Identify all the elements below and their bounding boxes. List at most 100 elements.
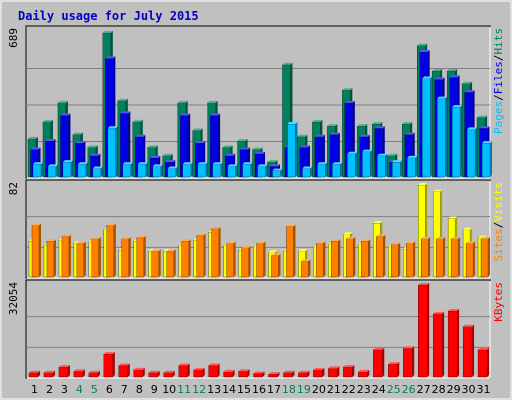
- day-label-8: 8: [136, 383, 143, 396]
- day-label-9: 9: [151, 383, 158, 396]
- bar-sites-day-7: [121, 236, 131, 278]
- bar-sites-day-3: [61, 234, 71, 278]
- bar-sites-day-25: [391, 242, 401, 278]
- bar-pages-day-21: [332, 162, 343, 178]
- bar-kbytes-day-31: [477, 347, 490, 378]
- legend-visits-sites: Sites/Visits: [492, 182, 505, 262]
- bar-kbytes-day-4: [73, 369, 85, 378]
- bar-sites-day-31: [480, 236, 491, 278]
- bar-sites-day-18: [286, 224, 296, 278]
- day-label-5: 5: [91, 383, 98, 396]
- bar-pages-day-28: [436, 96, 448, 178]
- bar-sites-day-17: [271, 253, 281, 278]
- day-label-24: 24: [372, 383, 386, 396]
- bar-sites-day-13: [211, 226, 221, 278]
- day-label-25: 25: [387, 383, 401, 396]
- bar-kbytes-day-14: [223, 369, 235, 378]
- bar-sites-day-30: [465, 241, 476, 278]
- y-max-label-kbytes: 32054: [7, 282, 20, 315]
- day-label-3: 3: [61, 383, 68, 396]
- panel-visits-sites: 82 Sites/Visits: [7, 179, 505, 279]
- bar-pages-day-23: [362, 149, 373, 178]
- legend-token: KBytes: [492, 282, 505, 322]
- bar-kbytes-day-21: [328, 366, 340, 378]
- bar-kbytes-day-3: [58, 364, 70, 378]
- bar-pages-day-25: [392, 160, 403, 178]
- bar-pages-day-29: [451, 105, 463, 178]
- legend-hits-files-pages: Pages/Files/Hits: [492, 28, 505, 134]
- legend-token: /: [492, 222, 505, 229]
- bar-kbytes-day-5: [88, 370, 100, 378]
- day-label-6: 6: [106, 383, 113, 396]
- bar-sites-day-26: [406, 241, 416, 278]
- bar-pages-day-30: [466, 127, 478, 178]
- bar-pages-day-3: [62, 160, 73, 178]
- bar-kbytes-day-7: [118, 363, 130, 378]
- bar-kbytes-day-29: [447, 308, 460, 378]
- bar-kbytes-day-20: [313, 367, 325, 378]
- bar-sites-day-2: [46, 239, 56, 278]
- bar-sites-day-6: [106, 223, 116, 278]
- day-label-28: 28: [432, 383, 446, 396]
- bar-kbytes-day-24: [373, 347, 385, 378]
- day-label-19: 19: [297, 383, 311, 396]
- day-label-18: 18: [282, 383, 296, 396]
- bar-sites-day-19: [301, 259, 311, 278]
- bar-pages-day-24: [377, 153, 388, 178]
- bar-sites-day-4: [76, 241, 86, 278]
- bar-kbytes-day-16: [253, 371, 265, 378]
- bar-sites-day-16: [256, 241, 266, 278]
- bar-files-day-11: [180, 113, 191, 178]
- bar-pages-day-19: [302, 166, 313, 178]
- bar-pages-day-22: [347, 151, 358, 178]
- bar-sites-day-27: [421, 236, 431, 278]
- day-label-31: 31: [477, 383, 491, 396]
- bar-pages-day-14: [227, 164, 238, 178]
- day-label-1: 1: [31, 383, 38, 396]
- legend-token: /: [492, 55, 505, 62]
- bar-sites-day-11: [181, 239, 191, 278]
- legend-token: Visits: [492, 182, 505, 222]
- legend-token: Hits: [492, 28, 505, 55]
- bar-sites-day-5: [91, 236, 101, 278]
- bar-kbytes-day-28: [432, 311, 445, 378]
- bar-kbytes-day-13: [208, 363, 220, 378]
- day-label-14: 14: [222, 383, 236, 396]
- bar-kbytes-day-9: [148, 370, 160, 378]
- bar-pages-day-6: [107, 126, 118, 178]
- bar-pages-day-7: [122, 162, 133, 178]
- bar-sites-day-20: [316, 241, 326, 278]
- bar-pages-day-2: [47, 164, 58, 178]
- bar-pages-day-13: [212, 162, 223, 178]
- bar-pages-day-12: [197, 162, 208, 178]
- bar-sites-day-24: [376, 234, 386, 278]
- bar-pages-day-1: [32, 162, 43, 178]
- legend-token: Pages: [492, 101, 505, 134]
- bar-pages-day-5: [92, 166, 103, 178]
- bar-pages-day-31: [481, 141, 493, 178]
- bar-sites-day-29: [450, 236, 461, 278]
- legend-token: Files: [492, 61, 505, 94]
- bar-sites-day-14: [226, 241, 236, 278]
- day-label-30: 30: [462, 383, 476, 396]
- legend-kbytes: KBytes: [492, 282, 505, 322]
- bar-sites-day-28: [435, 236, 446, 278]
- bar-sites-day-1: [31, 223, 41, 278]
- bar-sites-day-23: [361, 239, 371, 278]
- bar-pages-day-18: [287, 122, 298, 178]
- day-label-13: 13: [207, 383, 221, 396]
- bar-kbytes-day-8: [133, 367, 145, 378]
- bar-pages-day-27: [422, 76, 433, 178]
- bar-sites-day-21: [331, 239, 341, 278]
- bar-kbytes-day-26: [403, 346, 415, 378]
- legend-token: /: [492, 94, 505, 101]
- bar-sites-day-8: [136, 235, 146, 278]
- day-label-12: 12: [192, 383, 206, 396]
- bar-pages-day-9: [152, 164, 163, 178]
- bar-sites-day-22: [346, 236, 356, 278]
- bar-kbytes-day-17: [268, 372, 280, 378]
- day-label-16: 16: [252, 383, 266, 396]
